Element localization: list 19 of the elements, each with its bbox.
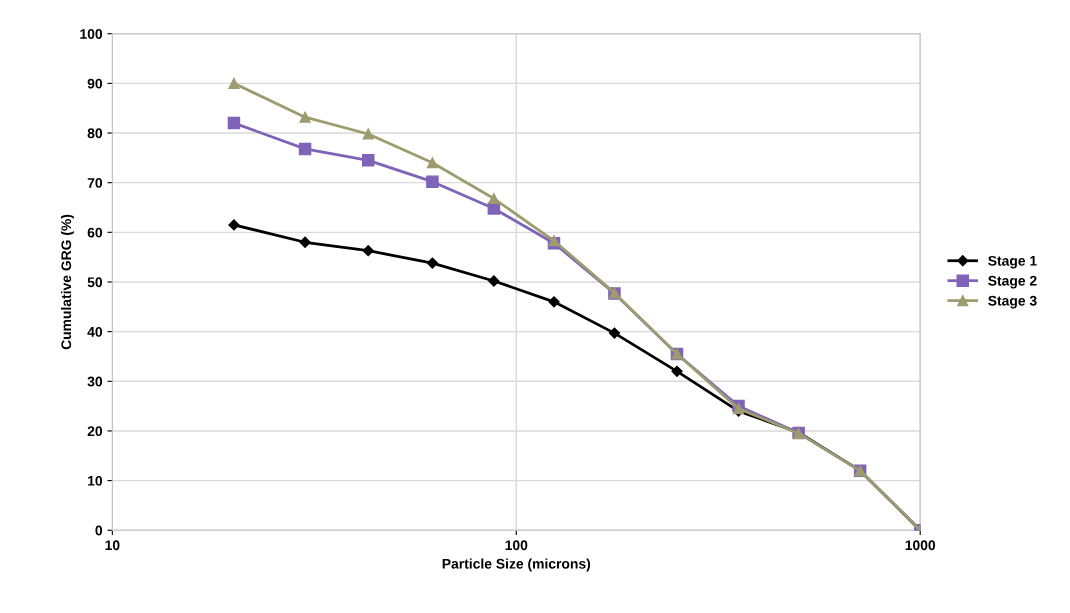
- y-tick-label: 70: [87, 178, 103, 188]
- x-axis-title: Particle Size (microns): [442, 558, 591, 572]
- x-tick-label: 100: [505, 540, 528, 551]
- legend-label: Stage 1: [988, 255, 1037, 269]
- y-tick-label: 100: [80, 29, 103, 39]
- legend-label: Stage 3: [988, 295, 1037, 309]
- y-tick-label: 60: [87, 227, 103, 238]
- x-tick-label: 1000: [905, 540, 936, 551]
- y-axis-title: Cumulative GRG (%): [60, 214, 74, 350]
- y-tick-label: 80: [87, 128, 103, 139]
- y-tick-label: 10: [88, 475, 103, 486]
- legend-label: Stage 2: [988, 275, 1037, 289]
- y-tick-label: 30: [87, 376, 103, 387]
- y-tick-label: 40: [87, 326, 103, 337]
- y-tick-label: 50: [87, 277, 103, 288]
- y-tick-label: 90: [87, 78, 103, 89]
- y-tick-label: 0: [95, 525, 103, 536]
- y-tick-label: 20: [87, 426, 103, 437]
- x-tick-label: 10: [105, 540, 120, 551]
